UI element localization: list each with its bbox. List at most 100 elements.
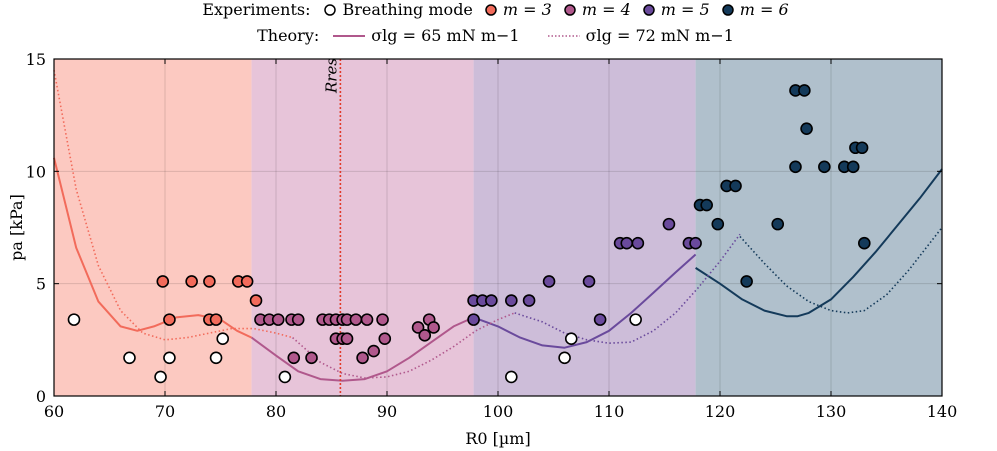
x-tick-label: 60 — [44, 402, 64, 421]
legend-item-m3: m = 3 — [485, 0, 552, 19]
region-m3 — [54, 59, 252, 396]
y-tick-label: 0 — [36, 387, 46, 406]
data-point — [216, 332, 230, 346]
x-tick-label: 120 — [705, 402, 736, 421]
theory-solid-m4 — [251, 316, 475, 382]
data-point — [620, 236, 634, 250]
y-tick-label: 15 — [26, 50, 46, 69]
theory-dotted-m6 — [739, 227, 943, 314]
data-point — [271, 313, 285, 326]
legend-line-solid — [333, 34, 366, 37]
data-point — [729, 179, 742, 193]
data-point — [740, 275, 753, 288]
theory-solid-m5 — [473, 253, 697, 349]
legend-text-theory-72: σlg = 72 mN m−1 — [585, 26, 734, 45]
legend-item-m6: m = 6 — [721, 0, 789, 19]
region-m5 — [473, 59, 696, 396]
legend-marker-m4 — [564, 3, 576, 16]
data-point — [67, 313, 81, 326]
data-point — [789, 160, 802, 174]
theory-dotted-m5 — [514, 233, 741, 345]
axes: 60 70 80 90 100 110 120 130 140 0 5 10 15 R0 [µm] pa [… — [7, 50, 957, 448]
data-point — [360, 313, 374, 326]
data-point — [629, 313, 642, 326]
data-point — [163, 351, 176, 365]
data-point — [378, 332, 392, 346]
data-point — [855, 141, 869, 155]
data-point — [700, 198, 713, 212]
data-point — [662, 217, 676, 231]
legend-marker-m3 — [485, 3, 497, 16]
experiment-points — [67, 84, 871, 384]
theory-dotted-m4 — [292, 312, 515, 379]
data-point — [209, 351, 223, 365]
legend-marker-m5 — [643, 3, 655, 16]
legend-text-m4: m = 4 — [581, 0, 631, 19]
data-point — [156, 275, 170, 288]
legend-text-m6: m = 6 — [739, 0, 789, 19]
data-point — [123, 351, 136, 365]
legend-item-theory-72: σlg = 72 mN m−1 — [547, 26, 734, 45]
region-m4 — [251, 59, 474, 396]
data-point — [376, 313, 389, 326]
legend-item-breathing: Breathing mode — [324, 0, 473, 19]
data-point — [467, 313, 480, 326]
data-point — [564, 332, 578, 346]
theory-solid-m6 — [695, 168, 943, 318]
data-point — [278, 370, 292, 384]
x-tick-label: 70 — [155, 402, 175, 421]
data-point — [349, 313, 363, 326]
data-point — [209, 313, 223, 326]
legend-marker-breathing — [324, 3, 337, 16]
legend-theory-label: Theory: — [257, 26, 320, 45]
data-point — [818, 160, 831, 174]
data-point — [689, 236, 702, 250]
legend-text-breathing: Breathing mode — [342, 0, 473, 19]
data-point — [558, 351, 571, 365]
data-point — [505, 370, 518, 384]
legend-theory: Theory: σlg = 65 mN m−1 σlg = 72 mN m−1 — [0, 26, 997, 45]
data-point — [340, 332, 354, 346]
data-point — [427, 321, 440, 334]
data-point — [418, 329, 432, 342]
y-tick-label: 5 — [36, 275, 46, 294]
data-point — [800, 122, 813, 135]
y-axis-label: pa [kPa] — [7, 194, 26, 261]
data-point — [798, 84, 811, 97]
data-point — [505, 294, 518, 307]
data-point — [154, 370, 167, 384]
legend-item-m5: m = 5 — [643, 0, 710, 19]
data-point — [240, 275, 254, 288]
data-point — [771, 217, 785, 231]
theory-curves — [53, 70, 943, 382]
data-point — [593, 313, 607, 326]
legend-item-theory-65: σlg = 65 mN m−1 — [333, 26, 520, 45]
data-point — [522, 294, 536, 307]
x-tick-label: 100 — [483, 402, 514, 421]
data-point — [185, 275, 198, 288]
data-point — [287, 351, 301, 365]
legend-text-theory-65: σlg = 65 mN m−1 — [371, 26, 520, 45]
data-point — [711, 217, 725, 231]
x-tick-label: 110 — [594, 402, 625, 421]
region-m6 — [695, 59, 942, 396]
data-point — [485, 294, 498, 307]
x-tick-label: 130 — [816, 402, 847, 421]
data-point — [367, 344, 380, 358]
legend-item-m4: m = 4 — [564, 0, 631, 19]
data-point — [411, 321, 425, 334]
data-point — [857, 236, 871, 250]
data-point — [582, 275, 596, 288]
data-point — [305, 351, 318, 365]
data-point — [163, 313, 176, 326]
y-tick-label: 10 — [26, 162, 46, 181]
x-axis-label: R0 [µm] — [465, 429, 530, 448]
legend-experiments-label: Experiments: — [202, 0, 311, 19]
mode-regions — [54, 59, 942, 396]
resonance-label: Rres — [322, 58, 340, 94]
theory-solid-m3 — [53, 157, 253, 339]
data-point — [203, 275, 216, 288]
x-tick-label: 90 — [377, 402, 397, 421]
legend-experiments: Experiments: Breathing mode m = 3 m = 4 … — [0, 0, 997, 19]
